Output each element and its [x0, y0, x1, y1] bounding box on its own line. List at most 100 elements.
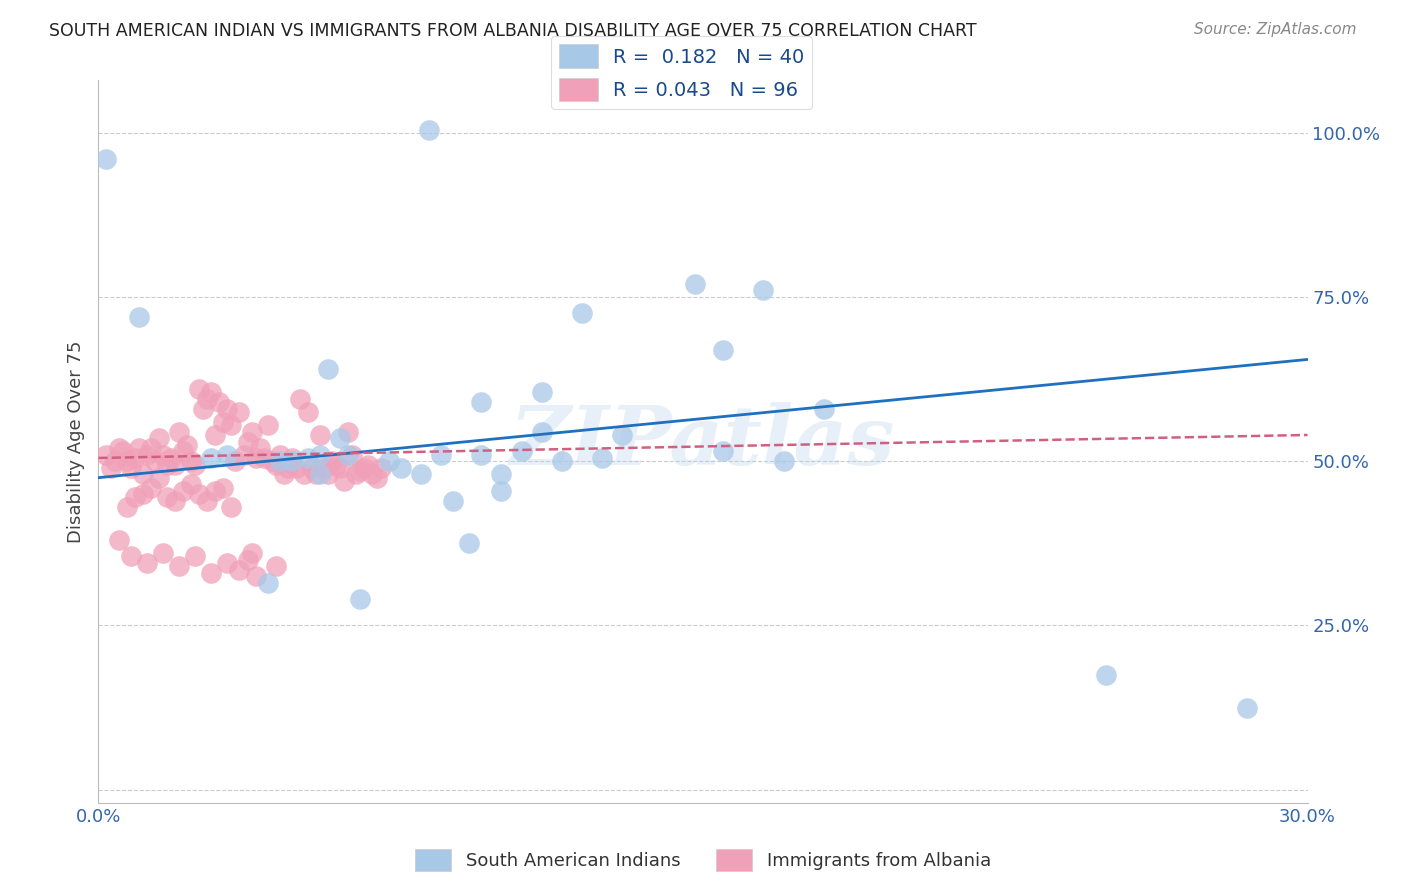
- Point: [683, 277, 706, 291]
- Point: [711, 343, 734, 357]
- Point: [245, 569, 267, 583]
- Point: [256, 418, 278, 433]
- Point: [344, 467, 367, 482]
- Point: [100, 460, 122, 475]
- Point: [128, 310, 150, 324]
- Text: ZIPatlas: ZIPatlas: [510, 401, 896, 482]
- Point: [217, 401, 239, 416]
- Point: [139, 481, 162, 495]
- Point: [329, 460, 352, 475]
- Point: [309, 448, 332, 462]
- Point: [195, 493, 218, 508]
- Point: [217, 556, 239, 570]
- Point: [180, 477, 202, 491]
- Point: [301, 460, 323, 475]
- Point: [96, 448, 118, 462]
- Point: [337, 425, 360, 439]
- Point: [389, 460, 412, 475]
- Point: [163, 493, 186, 508]
- Point: [361, 467, 384, 482]
- Point: [132, 467, 155, 482]
- Point: [163, 458, 186, 472]
- Point: [418, 122, 440, 136]
- Point: [148, 431, 170, 445]
- Point: [353, 460, 375, 475]
- Point: [156, 458, 179, 472]
- Point: [772, 454, 794, 468]
- Point: [269, 448, 291, 462]
- Point: [128, 441, 150, 455]
- Point: [409, 467, 432, 482]
- Point: [357, 458, 380, 472]
- Point: [752, 284, 775, 298]
- Point: [256, 575, 278, 590]
- Point: [143, 454, 166, 468]
- Point: [152, 546, 174, 560]
- Point: [139, 441, 162, 455]
- Point: [152, 448, 174, 462]
- Point: [200, 566, 222, 580]
- Point: [260, 454, 283, 468]
- Point: [240, 425, 263, 439]
- Point: [111, 444, 134, 458]
- Point: [221, 500, 243, 515]
- Point: [115, 454, 138, 468]
- Point: [305, 467, 328, 482]
- Point: [160, 450, 183, 465]
- Point: [711, 444, 734, 458]
- Point: [208, 395, 231, 409]
- Point: [316, 362, 339, 376]
- Point: [124, 450, 146, 465]
- Point: [180, 454, 202, 468]
- Point: [377, 454, 399, 468]
- Point: [297, 405, 319, 419]
- Point: [1236, 700, 1258, 714]
- Point: [224, 454, 246, 468]
- Point: [184, 458, 207, 472]
- Point: [232, 448, 254, 462]
- Point: [530, 425, 553, 439]
- Point: [264, 458, 287, 472]
- Point: [329, 431, 352, 445]
- Point: [491, 467, 513, 482]
- Point: [240, 546, 263, 560]
- Point: [551, 454, 574, 468]
- Point: [273, 467, 295, 482]
- Point: [430, 448, 453, 462]
- Point: [470, 395, 492, 409]
- Point: [491, 483, 513, 498]
- Point: [309, 467, 332, 482]
- Point: [195, 392, 218, 406]
- Point: [314, 460, 336, 475]
- Point: [221, 418, 243, 433]
- Point: [124, 491, 146, 505]
- Text: Source: ZipAtlas.com: Source: ZipAtlas.com: [1194, 22, 1357, 37]
- Point: [349, 592, 371, 607]
- Point: [813, 401, 835, 416]
- Point: [176, 438, 198, 452]
- Point: [510, 444, 533, 458]
- Point: [297, 450, 319, 465]
- Point: [470, 448, 492, 462]
- Point: [571, 306, 593, 320]
- Point: [245, 450, 267, 465]
- Point: [333, 474, 356, 488]
- Point: [193, 401, 215, 416]
- Point: [366, 471, 388, 485]
- Point: [325, 458, 347, 472]
- Point: [277, 460, 299, 475]
- Point: [115, 500, 138, 515]
- Legend: South American Indians, Immigrants from Albania: South American Indians, Immigrants from …: [408, 842, 998, 879]
- Point: [204, 483, 226, 498]
- Point: [188, 487, 211, 501]
- Point: [172, 444, 194, 458]
- Point: [135, 556, 157, 570]
- Point: [253, 450, 276, 465]
- Point: [530, 385, 553, 400]
- Point: [612, 428, 634, 442]
- Point: [107, 533, 129, 547]
- Point: [217, 448, 239, 462]
- Point: [120, 460, 142, 475]
- Point: [591, 450, 613, 465]
- Point: [236, 434, 259, 449]
